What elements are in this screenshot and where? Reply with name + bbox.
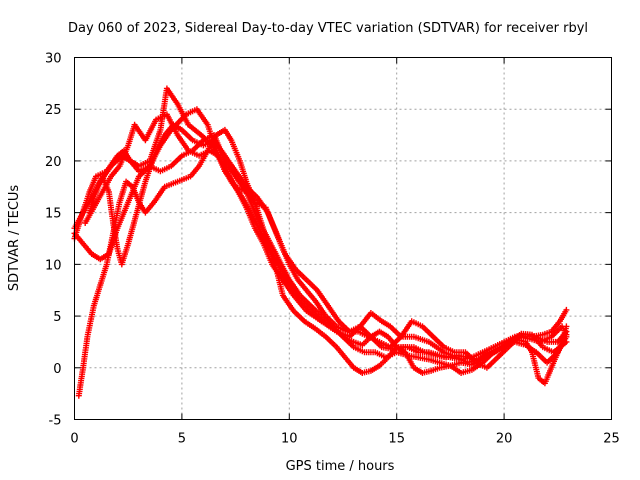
series-track-4 bbox=[75, 126, 570, 399]
x-tick-label: 0 bbox=[70, 432, 78, 447]
y-tick-label: -5 bbox=[49, 414, 62, 429]
data-point bbox=[563, 306, 570, 313]
data-point bbox=[563, 338, 570, 345]
x-tick-label: 10 bbox=[281, 432, 298, 447]
x-axis: 0 5 10 15 20 25 bbox=[70, 57, 620, 447]
y-tick-label: 30 bbox=[45, 52, 62, 67]
y-tick-label: 0 bbox=[53, 362, 61, 377]
y-tick-label: 15 bbox=[45, 207, 62, 222]
plot-frame bbox=[74, 57, 612, 420]
x-tick-label: 25 bbox=[603, 432, 620, 447]
chart-title: Day 060 of 2023, Sidereal Day-to-day VTE… bbox=[68, 21, 588, 36]
series-layer bbox=[71, 85, 570, 399]
x-axis-label: GPS time / hours bbox=[286, 459, 395, 474]
series-track-2 bbox=[71, 85, 570, 363]
x-tick-label: 15 bbox=[388, 432, 405, 447]
data-point bbox=[563, 331, 570, 338]
grid bbox=[74, 57, 612, 420]
y-axis: -5 0 5 10 15 20 25 30 bbox=[45, 52, 612, 429]
x-tick-label: 20 bbox=[496, 432, 513, 447]
y-tick-label: 20 bbox=[45, 155, 62, 170]
x-tick-label: 5 bbox=[178, 432, 186, 447]
y-tick-label: 5 bbox=[53, 310, 61, 325]
series-track-1 bbox=[71, 106, 570, 366]
y-tick-label: 10 bbox=[45, 258, 62, 273]
series-track-6 bbox=[86, 121, 570, 363]
y-tick-label: 25 bbox=[45, 103, 62, 118]
series-track-3 bbox=[71, 132, 570, 376]
y-axis-label: SDTVAR / TECUs bbox=[7, 185, 22, 292]
